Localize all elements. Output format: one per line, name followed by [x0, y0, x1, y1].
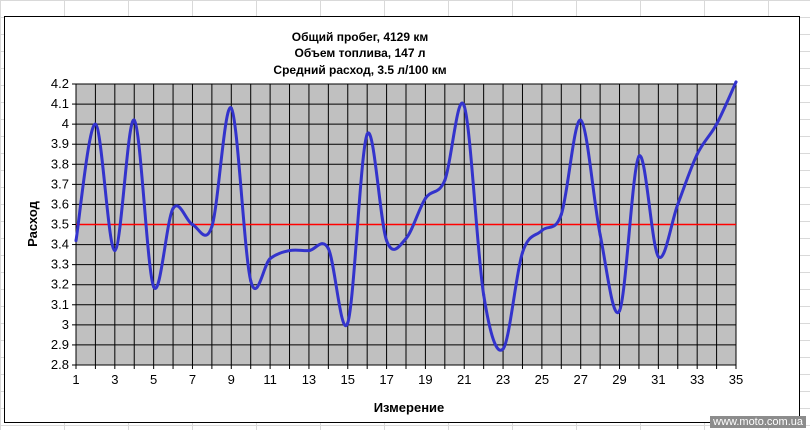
data-point	[365, 132, 369, 136]
data-point	[346, 321, 350, 325]
data-point	[637, 154, 641, 158]
y-tick-label: 3.6	[51, 196, 69, 211]
data-point	[695, 152, 699, 156]
data-point	[443, 178, 447, 182]
data-point	[210, 225, 214, 229]
x-tick-label: 13	[302, 372, 316, 387]
y-tick-label: 3.4	[51, 237, 69, 252]
x-tick-label: 27	[573, 372, 587, 387]
data-point	[598, 233, 602, 237]
y-tick-label: 3.1	[51, 297, 69, 312]
y-axis-title: Расход	[25, 200, 40, 246]
data-point	[307, 249, 311, 253]
chart-title-line-1: Общий пробег, 4129 км	[292, 30, 429, 44]
data-point	[152, 285, 156, 289]
x-tick-label: 9	[228, 372, 235, 387]
x-axis-title: Измерение	[374, 400, 445, 415]
data-point	[656, 255, 660, 259]
data-point	[715, 122, 719, 126]
y-tick-label: 4.2	[51, 76, 69, 91]
y-tick-label: 3.7	[51, 176, 69, 191]
data-point	[482, 293, 486, 297]
data-point	[559, 212, 563, 216]
series-layer	[74, 80, 738, 352]
chart-title-line-3: Средний расход, 3.5 л/100 км	[273, 63, 446, 77]
data-point	[618, 309, 622, 313]
data-point	[113, 249, 117, 253]
x-tick-label: 3	[111, 372, 118, 387]
data-point	[404, 237, 408, 241]
line-chart: Общий пробег, 4129 км Объем топлива, 147…	[25, 30, 743, 415]
y-tick-label: 3	[62, 317, 69, 332]
y-tick-label: 3.8	[51, 156, 69, 171]
x-tick-label: 33	[690, 372, 704, 387]
x-tick-label: 25	[535, 372, 549, 387]
data-point	[423, 196, 427, 200]
data-point	[501, 347, 505, 351]
x-tick-label: 11	[263, 372, 277, 387]
chart-title: Общий пробег, 4129 км Объем топлива, 147…	[273, 30, 446, 77]
x-tick-label: 23	[496, 372, 510, 387]
x-tick-label: 1	[72, 372, 79, 387]
data-point	[288, 249, 292, 253]
data-point	[132, 118, 136, 122]
data-point	[462, 104, 466, 108]
data-point	[540, 229, 544, 233]
data-point	[74, 239, 78, 243]
x-tick-label: 29	[612, 372, 626, 387]
y-tick-label: 3.3	[51, 257, 69, 272]
x-tick-label: 15	[341, 372, 355, 387]
x-tick-label: 5	[150, 372, 157, 387]
chart-title-line-2: Объем топлива, 147 л	[295, 46, 426, 60]
y-tick-label: 2.8	[51, 357, 69, 372]
x-tick-label: 35	[729, 372, 743, 387]
y-tick-label: 3.5	[51, 217, 69, 232]
y-tick-label: 2.9	[51, 337, 69, 352]
data-point	[734, 80, 738, 84]
x-tick-label: 17	[379, 372, 393, 387]
data-point	[190, 223, 194, 226]
data-point	[326, 247, 330, 251]
x-tick-label: 21	[457, 372, 471, 387]
data-point	[520, 251, 524, 255]
data-point	[676, 202, 680, 206]
data-point	[249, 279, 253, 283]
data-point	[579, 118, 583, 122]
x-tick-label: 7	[189, 372, 196, 387]
y-tick-label: 3.2	[51, 277, 69, 292]
data-point	[229, 106, 233, 110]
data-point	[385, 239, 389, 243]
chart-area[interactable]: Общий пробег, 4129 км Объем топлива, 147…	[4, 16, 800, 423]
y-tick-label: 4.1	[51, 96, 69, 111]
x-tick-label: 19	[418, 372, 432, 387]
data-point	[93, 122, 97, 126]
data-point	[268, 257, 272, 261]
watermark-url: www.moto.com.ua	[710, 416, 806, 428]
axes: 2.8 2.9 3 3.1 3.2 3.3 3.4 3.5 3.6 3.7 3.8 3.9 4 4.1 4.…	[51, 76, 743, 387]
y-tick-label: 4	[62, 116, 69, 131]
x-tick-label: 31	[651, 372, 665, 387]
data-point	[171, 206, 175, 210]
y-tick-label: 3.9	[51, 136, 69, 151]
